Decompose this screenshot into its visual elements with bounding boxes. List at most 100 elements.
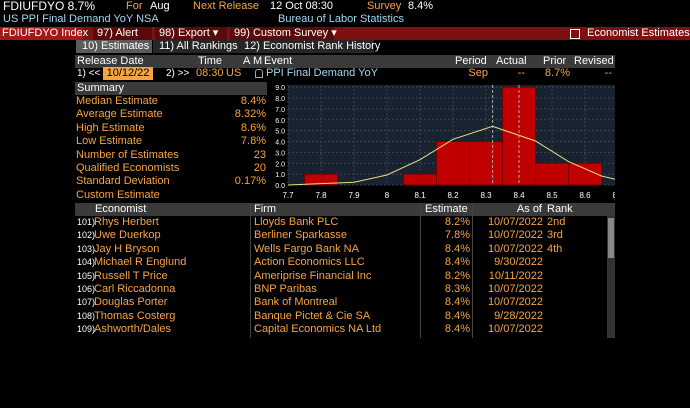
rank: 4th — [547, 242, 563, 255]
event-header-cell: Event — [264, 55, 293, 67]
summary-label: Number of Estimates — [76, 148, 179, 161]
summary-label: Low Estimate — [76, 135, 143, 148]
economist: Ashworth/Dales — [94, 323, 172, 336]
as-of: 10/07/2022 — [487, 229, 543, 242]
export-button[interactable]: 98) Export ▾ — [155, 27, 227, 40]
time: 08:30 — [196, 67, 224, 79]
event-header-cell: Time — [198, 55, 223, 67]
row-number: 101) — [77, 217, 96, 227]
as-of: 10/07/2022 — [487, 296, 543, 309]
column-separator — [250, 203, 251, 338]
normal-curve — [287, 125, 615, 186]
firm: Lloyds Bank PLC — [254, 216, 339, 228]
histogram-bar — [535, 162, 569, 186]
summary-value: 0.17% — [234, 175, 266, 188]
summary-value: 23 — [253, 148, 266, 161]
survey-value: 8.4% — [408, 0, 434, 12]
estimate: 8.3% — [444, 283, 470, 295]
column-separator — [420, 203, 421, 338]
next-release-value: 12 Oct 08:30 — [270, 0, 333, 12]
firm: BNP Paribas — [254, 283, 317, 295]
economist: Michael R Englund — [94, 256, 187, 269]
bell-icon[interactable] — [255, 69, 263, 78]
summary-label: Average Estimate — [76, 108, 163, 121]
y-tick-label: 1.0 — [275, 172, 285, 179]
period: Sep — [468, 67, 488, 79]
row-number: 105) — [77, 270, 96, 281]
description: US PPI Final Demand YoY NSA — [3, 13, 159, 25]
as-of: 10/07/2022 — [487, 323, 543, 336]
popout-icon[interactable] — [570, 29, 580, 39]
as-of: 10/07/2022 — [487, 242, 543, 255]
source: Bureau of Labor Statistics — [278, 13, 404, 25]
rank: 3rd — [547, 229, 563, 242]
firm: Bank of Montreal — [254, 296, 338, 309]
custom-survey-button[interactable]: 99) Custom Survey ▾ — [230, 27, 337, 40]
scrollbar[interactable] — [607, 216, 615, 338]
event-header-cell: M — [253, 55, 263, 67]
as-of: 10/07/2022 — [487, 216, 543, 228]
x-tick-label: 8.6 — [579, 191, 591, 200]
row-number: 109) — [77, 324, 96, 335]
estimate: 8.4% — [444, 242, 470, 255]
y-tick-label: 2.0 — [275, 161, 285, 168]
histogram-bar — [568, 162, 602, 186]
tab-estimates[interactable]: 10) Estimates — [76, 40, 152, 53]
x-tick-label: 7.7 — [282, 191, 294, 200]
column-separator — [472, 203, 473, 338]
summary-value: 8.6% — [240, 121, 266, 134]
economist: Jay H Bryson — [94, 242, 160, 255]
nav-prev[interactable]: 1) << — [77, 68, 101, 79]
estimates-header-cell: As of — [516, 203, 542, 215]
x-tick-label: 7.8 — [315, 191, 327, 200]
summary-label: Standard Deviation — [76, 175, 170, 188]
economist: Uwe Duerkop — [94, 229, 161, 242]
estimates-header — [75, 203, 615, 216]
estimates-header-cell: Economist — [95, 203, 147, 215]
y-tick-label: 5.0 — [275, 129, 285, 136]
histogram-bar — [403, 173, 437, 186]
firm: Banque Pictet & Cie SA — [254, 309, 371, 322]
security: FDIUFDYO Index — [0, 27, 89, 40]
alert-button[interactable]: 97) Alert — [93, 27, 152, 40]
release-date[interactable]: 10/12/22 — [103, 67, 153, 80]
as-of: 10/11/2022 — [488, 269, 543, 282]
x-tick-label: 8.4 — [513, 191, 525, 200]
tab-all-rankings[interactable]: 11) All Rankings — [153, 40, 239, 53]
histogram-bar — [436, 141, 470, 186]
summary-label: Custom Estimate — [76, 188, 160, 201]
summary-value: 8.4% — [240, 95, 266, 107]
for-label: For — [126, 0, 143, 12]
estimate: 8.4% — [444, 296, 470, 309]
tab-rank-history[interactable]: 12) Economist Rank History — [238, 40, 380, 53]
ticker: FDIUFDYO 8.7% — [3, 0, 96, 13]
estimates-header-cell: Firm — [254, 203, 276, 215]
firm: Capital Economics NA Ltd — [254, 323, 382, 336]
row-number: 104) — [77, 257, 96, 268]
economist: Thomas Costerg — [94, 309, 176, 322]
summary-value: 8.32% — [234, 108, 266, 121]
for-value: Aug — [150, 0, 170, 12]
event-header-cell: Release Date — [77, 55, 144, 67]
actual: -- — [517, 67, 525, 79]
event-header-cell: Actual — [496, 55, 527, 67]
x-tick-label: 7.9 — [348, 191, 360, 200]
economist: Rhys Herbert — [94, 216, 159, 228]
x-tick-label: 8 — [385, 191, 390, 200]
summary-label: Qualified Economists — [76, 162, 180, 174]
y-tick-label: 4.0 — [275, 140, 285, 147]
nav-next[interactable]: 2) >> — [166, 68, 190, 79]
event-name: PPI Final Demand YoY — [266, 67, 378, 79]
firm: Berliner Sparkasse — [254, 229, 347, 242]
histogram-bar — [469, 141, 503, 186]
row-number: 107) — [77, 297, 96, 308]
summary-value: 20 — [253, 162, 266, 174]
estimate: 8.2% — [444, 269, 470, 282]
estimate: 8.4% — [444, 256, 470, 269]
summary-label: High Estimate — [76, 121, 145, 134]
event-header — [75, 55, 615, 68]
scroll-thumb[interactable] — [608, 218, 614, 258]
estimate: 8.2% — [444, 216, 470, 228]
survey-label: Survey — [367, 0, 402, 12]
